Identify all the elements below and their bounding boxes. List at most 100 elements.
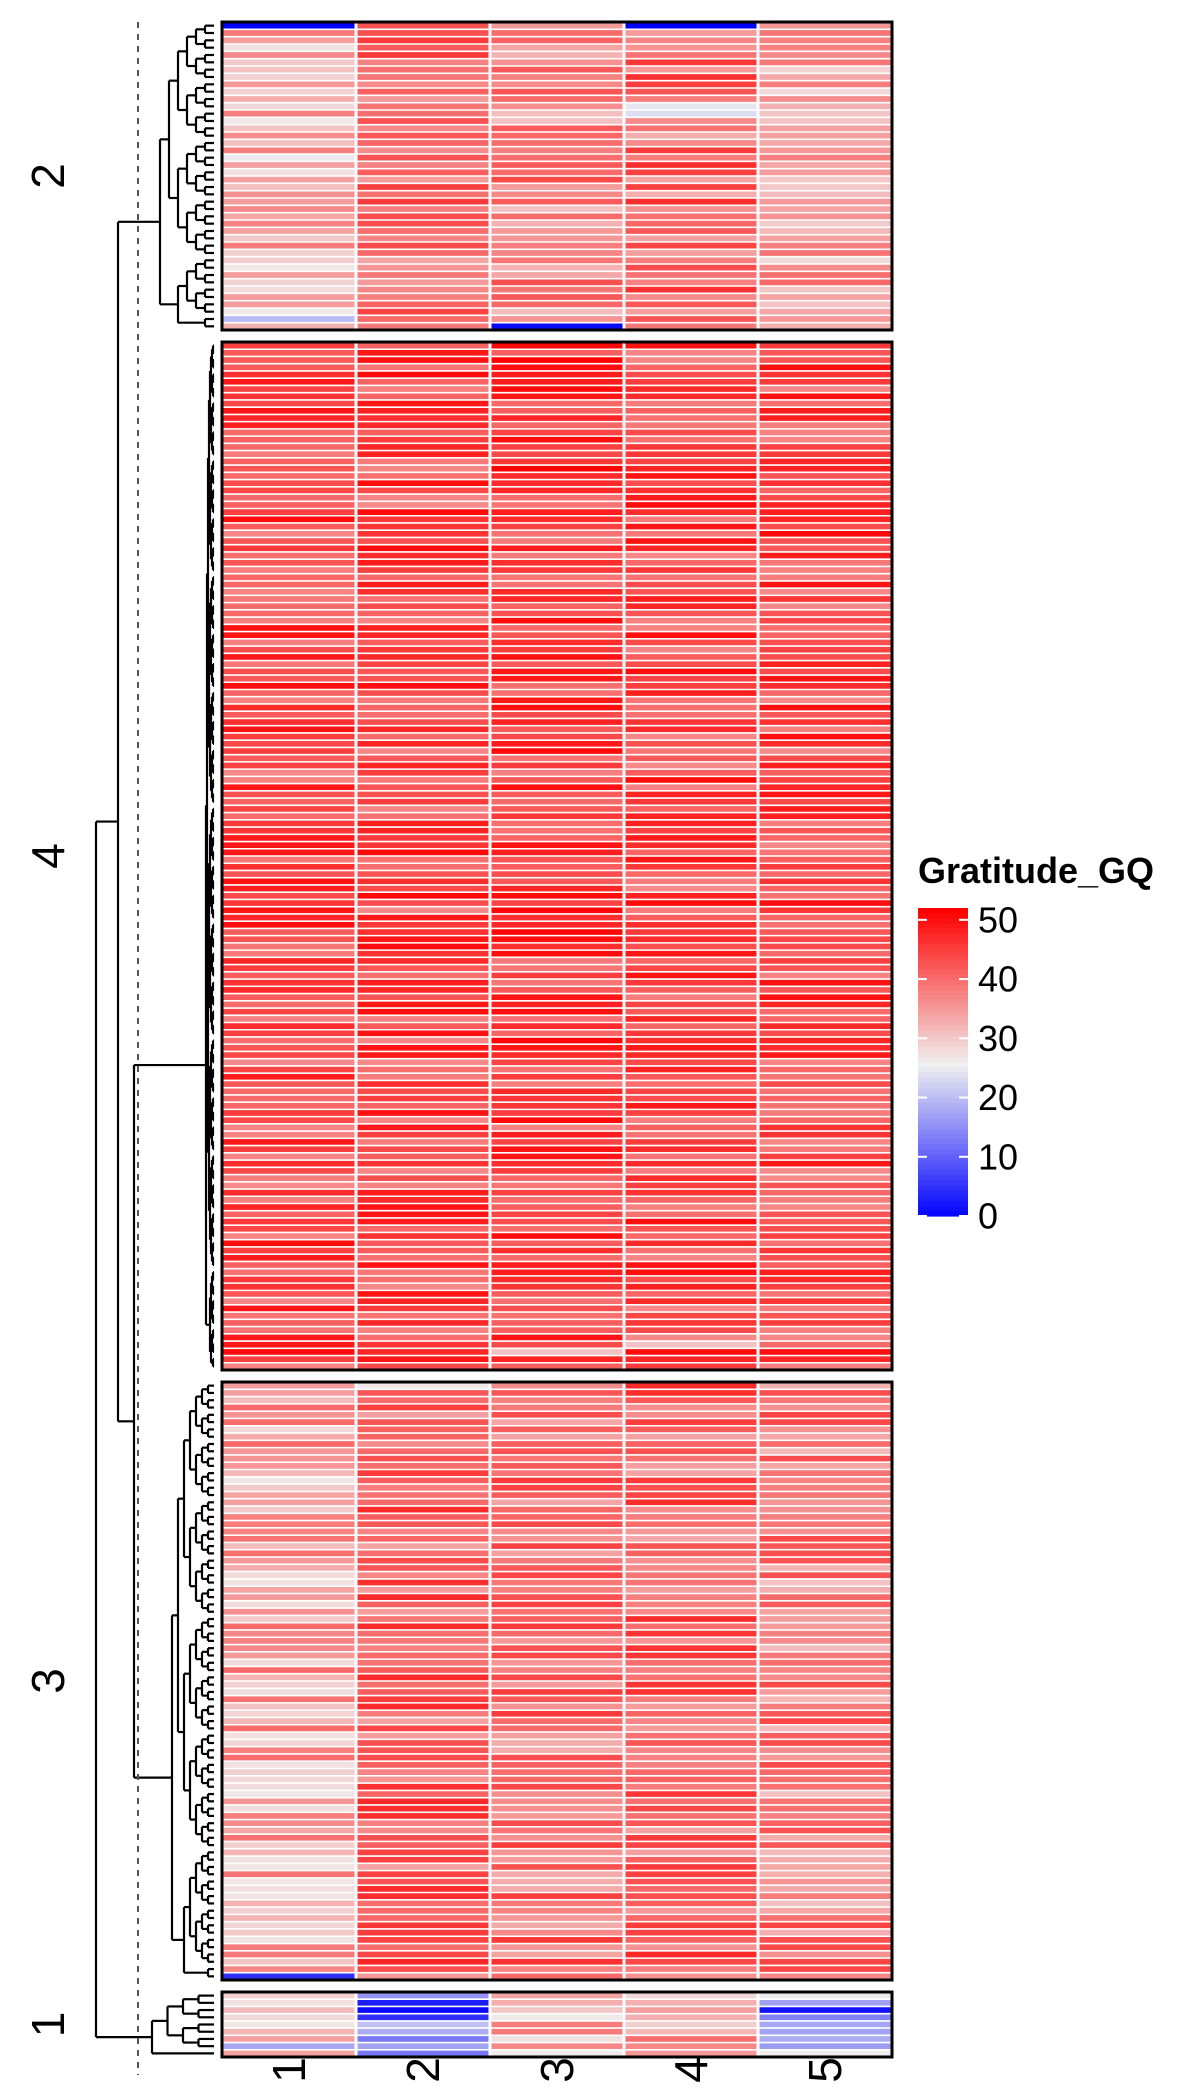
heatmap-cell bbox=[356, 450, 490, 458]
heatmap-cell bbox=[758, 1578, 892, 1587]
heatmap-cell bbox=[356, 740, 490, 748]
heatmap-cell bbox=[356, 653, 490, 661]
heatmap-cell bbox=[222, 1232, 356, 1240]
heatmap-cell bbox=[490, 1746, 624, 1754]
heatmap-cell bbox=[356, 805, 490, 813]
heatmap-cell bbox=[758, 1036, 892, 1045]
heatmap-cell bbox=[490, 436, 624, 444]
heatmap-cell bbox=[624, 754, 758, 762]
heatmap-cell bbox=[490, 1131, 624, 1139]
heatmap-cell bbox=[356, 154, 490, 162]
heatmap-cell bbox=[222, 486, 356, 495]
heatmap-cell bbox=[222, 732, 356, 741]
heatmap-cell bbox=[624, 631, 758, 639]
legend-tick-label: 20 bbox=[978, 1077, 1018, 1118]
heatmap-cell bbox=[222, 776, 356, 784]
heatmap-cell bbox=[222, 1899, 356, 1908]
heatmap-cell bbox=[758, 1724, 892, 1733]
heatmap-cell bbox=[624, 2035, 758, 2043]
heatmap-cell bbox=[624, 711, 758, 719]
heatmap-cell bbox=[758, 315, 892, 323]
heatmap-cell bbox=[356, 1943, 490, 1951]
heatmap-cell bbox=[624, 1102, 758, 1110]
heatmap-cell bbox=[222, 300, 356, 308]
heatmap-cell bbox=[758, 73, 892, 81]
heatmap-cell bbox=[356, 1355, 490, 1363]
heatmap-cell bbox=[356, 508, 490, 516]
heatmap-cell bbox=[758, 1914, 892, 1922]
heatmap-cell bbox=[490, 479, 624, 487]
heatmap-cell bbox=[356, 1225, 490, 1233]
heatmap-cell bbox=[356, 530, 490, 538]
heatmap-cell bbox=[222, 1999, 356, 2007]
heatmap-cell bbox=[490, 349, 624, 357]
heatmap-cell bbox=[758, 638, 892, 647]
heatmap-cell bbox=[758, 1116, 892, 1124]
legend-gradient-step bbox=[918, 964, 968, 971]
heatmap-cell bbox=[356, 1921, 490, 1929]
heatmap-cell bbox=[222, 1841, 356, 1849]
heatmap-cell bbox=[490, 1217, 624, 1226]
heatmap-cell bbox=[490, 22, 624, 30]
heatmap-cell bbox=[624, 428, 758, 437]
heatmap-cell bbox=[222, 1239, 356, 1247]
heatmap-cell bbox=[356, 863, 490, 871]
heatmap-cell bbox=[624, 1761, 758, 1769]
heatmap-cell bbox=[758, 595, 892, 603]
heatmap-cell bbox=[356, 1389, 490, 1397]
heatmap-cell bbox=[356, 1710, 490, 1718]
heatmap-cell bbox=[222, 2020, 356, 2029]
heatmap-cell bbox=[624, 638, 758, 647]
cluster-labels: 2 4 3 1 bbox=[22, 163, 74, 2037]
heatmap-cell bbox=[624, 964, 758, 972]
heatmap-cell bbox=[758, 522, 892, 531]
heatmap-cell bbox=[624, 1333, 758, 1342]
heatmap-cell bbox=[222, 2042, 356, 2050]
heatmap-cell bbox=[624, 1870, 758, 1878]
heatmap-cell bbox=[356, 1425, 490, 1434]
heatmap-cell bbox=[624, 161, 758, 169]
heatmap-cell bbox=[222, 1174, 356, 1182]
heatmap-cell bbox=[758, 1885, 892, 1893]
heatmap-cell bbox=[222, 370, 356, 379]
heatmap-cell bbox=[758, 1681, 892, 1689]
heatmap-cell bbox=[490, 834, 624, 842]
heatmap-cell bbox=[356, 1319, 490, 1327]
heatmap-cell bbox=[490, 315, 624, 323]
cluster-label: 4 bbox=[22, 843, 74, 869]
heatmap-cell bbox=[356, 689, 490, 697]
heatmap-cell bbox=[758, 1615, 892, 1623]
heatmap-cell bbox=[624, 1943, 758, 1951]
heatmap-cell bbox=[222, 1673, 356, 1681]
heatmap-cell bbox=[758, 1341, 892, 1349]
heatmap-cell bbox=[758, 559, 892, 567]
legend-gradient-step bbox=[918, 1108, 968, 1114]
heatmap-cell bbox=[356, 1513, 490, 1521]
heatmap-cell bbox=[356, 465, 490, 473]
heatmap-cell bbox=[222, 1283, 356, 1291]
heatmap-cell bbox=[758, 841, 892, 849]
heatmap-cell bbox=[356, 544, 490, 552]
heatmap-cell bbox=[490, 472, 624, 480]
heatmap-cell bbox=[758, 1804, 892, 1813]
heatmap-cell bbox=[356, 1856, 490, 1864]
heatmap-cell bbox=[624, 1586, 758, 1594]
heatmap-cell bbox=[356, 856, 490, 864]
heatmap-cell bbox=[758, 790, 892, 799]
heatmap-cell bbox=[624, 856, 758, 864]
heatmap-cell bbox=[624, 1804, 758, 1813]
heatmap-cell bbox=[758, 1761, 892, 1769]
heatmap-cell bbox=[490, 1936, 624, 1944]
heatmap-cell bbox=[356, 631, 490, 639]
heatmap-cell bbox=[758, 80, 892, 88]
heatmap-cell bbox=[222, 515, 356, 523]
heatmap-cell bbox=[624, 769, 758, 777]
heatmap-cell bbox=[490, 356, 624, 364]
heatmap-cell bbox=[624, 1513, 758, 1521]
heatmap-cell bbox=[222, 168, 356, 176]
heatmap-cell bbox=[222, 421, 356, 429]
heatmap-cell bbox=[356, 2028, 490, 2036]
heatmap-cell bbox=[356, 812, 490, 820]
legend-gradient-step bbox=[918, 990, 968, 996]
heatmap-cell bbox=[758, 646, 892, 654]
